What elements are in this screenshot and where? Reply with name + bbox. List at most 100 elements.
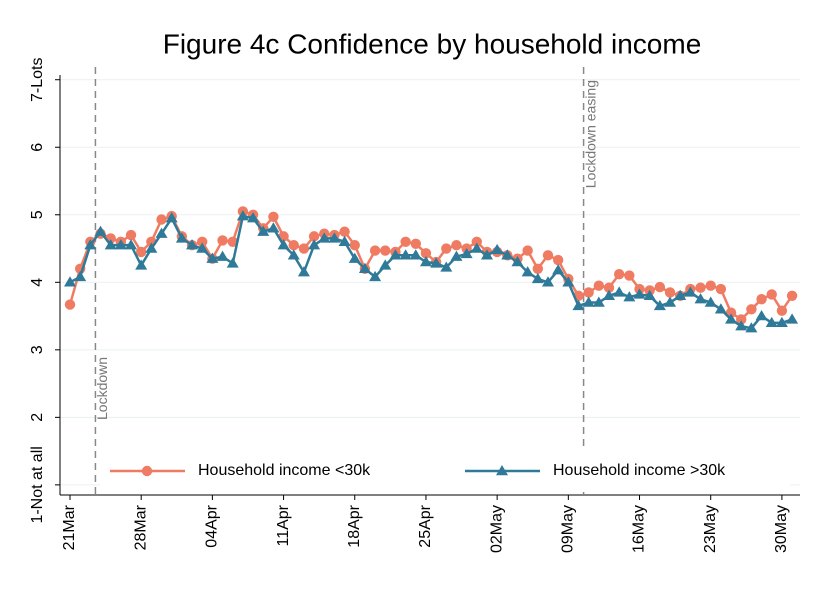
marker — [440, 261, 453, 272]
marker — [155, 227, 168, 238]
marker — [369, 270, 382, 282]
marker — [786, 290, 798, 302]
marker — [348, 252, 361, 263]
grid — [60, 79, 800, 486]
marker — [298, 243, 310, 254]
marker — [104, 239, 117, 250]
x-tick-label: 04Apr — [204, 504, 221, 547]
marker — [297, 266, 310, 277]
marker — [196, 242, 209, 253]
marker — [216, 250, 229, 261]
marker — [338, 235, 351, 246]
marker — [226, 257, 239, 268]
marker — [267, 222, 280, 233]
legend-label: Household income <30k — [198, 462, 371, 479]
y-tick-label: 2 — [29, 413, 46, 422]
marker — [756, 293, 767, 305]
marker — [186, 239, 199, 250]
marker — [308, 231, 320, 242]
marker — [217, 235, 228, 246]
chart-title: Figure 4c Confidence by household income — [163, 28, 702, 59]
marker — [328, 232, 341, 243]
marker — [257, 225, 270, 236]
marker — [471, 236, 482, 247]
marker — [165, 212, 178, 223]
marker — [236, 210, 249, 221]
marker — [64, 299, 76, 310]
marker — [400, 236, 411, 247]
marker — [141, 465, 153, 477]
marker — [288, 239, 299, 251]
marker — [511, 256, 524, 267]
marker — [409, 249, 422, 260]
marker — [145, 242, 158, 253]
marker — [74, 270, 87, 282]
x-tick-label: 21Mar — [61, 504, 78, 550]
series-line — [69, 214, 793, 330]
legend-box — [100, 450, 790, 492]
marker — [541, 276, 554, 287]
marker — [694, 293, 707, 304]
marker — [623, 291, 636, 302]
marker — [125, 239, 138, 250]
marker — [358, 262, 371, 273]
marker — [725, 313, 738, 324]
y-tick-label: 7-Lots — [29, 57, 46, 101]
marker — [715, 283, 727, 295]
marker — [430, 257, 443, 268]
marker — [156, 214, 167, 225]
legend-label: Household income >30k — [553, 462, 726, 479]
marker — [583, 287, 594, 298]
marker — [197, 236, 208, 247]
marker — [592, 296, 605, 307]
x-tick-label: 25Apr — [417, 504, 434, 547]
annotation-label: Lockdown — [94, 357, 110, 420]
x-tick-label: 23May — [702, 505, 719, 553]
marker — [135, 246, 147, 258]
marker — [175, 232, 188, 243]
marker — [552, 254, 564, 266]
marker — [399, 249, 412, 260]
marker — [684, 286, 697, 297]
marker — [736, 314, 747, 325]
marker — [410, 238, 421, 250]
y-tick-label: 5 — [29, 210, 46, 219]
marker — [532, 263, 544, 274]
marker — [64, 276, 76, 287]
marker — [501, 249, 514, 260]
plot: Lockdown Lockdown easing — [64, 67, 799, 495]
marker — [441, 243, 452, 254]
marker — [714, 303, 727, 314]
marker — [704, 296, 717, 307]
marker — [786, 313, 799, 324]
marker — [613, 268, 625, 280]
marker — [135, 259, 148, 270]
marker — [125, 229, 137, 241]
marker — [653, 299, 666, 311]
marker — [450, 250, 463, 261]
marker — [572, 299, 585, 311]
marker — [775, 316, 788, 328]
marker — [379, 259, 392, 270]
marker — [562, 276, 575, 287]
marker — [664, 296, 677, 307]
marker — [491, 243, 504, 255]
marker — [745, 322, 758, 333]
marker — [521, 266, 534, 277]
marker — [369, 245, 381, 256]
x-tick-label: 11Apr — [275, 504, 292, 546]
marker — [206, 252, 219, 263]
x-tick-label: 18Apr — [346, 504, 363, 547]
marker — [735, 320, 748, 331]
marker — [755, 310, 768, 321]
marker — [277, 239, 290, 250]
marker — [654, 281, 666, 293]
legend: Household income <30k Household income >3… — [100, 450, 790, 492]
x-tick-label: 30May — [773, 505, 790, 553]
x-tick-label: 02May — [488, 505, 505, 553]
marker — [643, 289, 656, 301]
marker — [746, 304, 757, 315]
marker — [451, 239, 462, 251]
marker — [765, 316, 778, 328]
